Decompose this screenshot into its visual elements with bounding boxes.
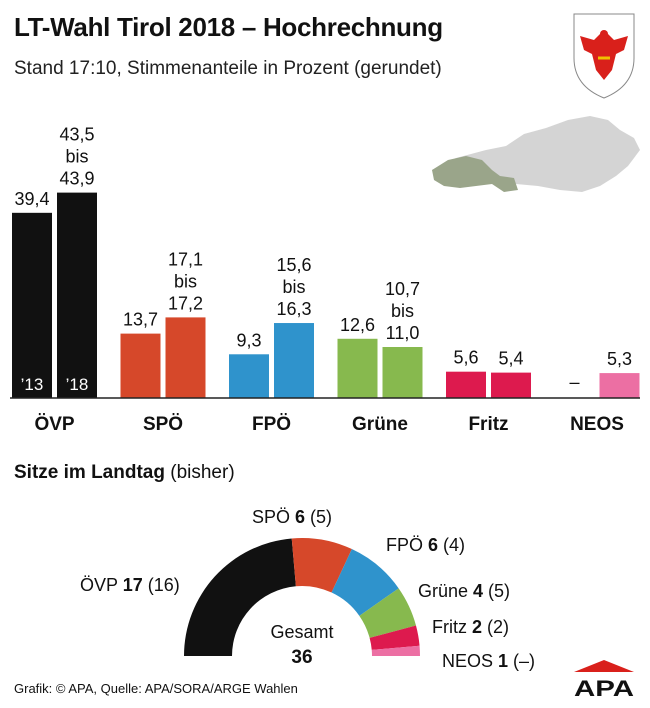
seat-segment-gruene — [359, 588, 416, 638]
seat-donut-chart: ÖVP 17 (16) SPÖ 6 (5) FPÖ 6 (4) Grüne 4 (5)… — [80, 507, 535, 671]
source-footer: Grafik: © APA, Quelle: APA/SORA/ARGE Wah… — [14, 681, 298, 696]
seat-segment-neos — [371, 645, 420, 656]
value-label-gruene-2018: 10,7 bis 11,0 — [385, 279, 420, 343]
seat-label-fpoe: FPÖ 6 (4) — [386, 535, 465, 555]
category-label-spoe: SPÖ — [143, 414, 183, 435]
value-label-fpoe-2018: 15,6 bis 16,3 — [276, 255, 311, 319]
apa-logo-text: APA — [574, 676, 634, 701]
bar-fpoe-2013 — [229, 354, 269, 398]
bar-chart: 39,4 ’13 43,5 bis 43,9 ’18 ÖVP 13,7 17,1 bis 17,2 S… — [10, 125, 640, 435]
seat-label-fritz: Fritz 2 (2) — [432, 617, 509, 637]
seat-total-value: 36 — [291, 647, 312, 668]
year-label-2018: ’18 — [66, 375, 89, 394]
value-label-oevp-2018: 43,5 bis 43,9 — [59, 125, 94, 189]
bar-fritz-2018 — [491, 372, 531, 398]
seats-heading: Sitze im Landtag (bisher) — [14, 462, 235, 484]
bar-neos-2018 — [599, 373, 640, 398]
category-label-gruene: Grüne — [352, 414, 408, 435]
value-label-neos-2018: 5,3 — [607, 349, 632, 369]
seats-heading-bold: Sitze im Landtag — [14, 462, 165, 483]
bar-oevp-2013 — [12, 212, 52, 398]
value-label-neos-2013: – — [569, 372, 579, 392]
category-label-fpoe: FPÖ — [252, 414, 291, 435]
seat-total-label: Gesamt — [270, 622, 333, 642]
category-label-fritz: Fritz — [468, 414, 508, 435]
year-label-2013: ’13 — [21, 375, 44, 394]
value-label-oevp-2013: 39,4 — [14, 189, 49, 209]
seat-segment-fritz — [369, 625, 420, 650]
tirol-region — [432, 156, 518, 192]
bar-gruene-2013 — [337, 338, 378, 398]
tirol-coat-of-arms-icon — [573, 13, 635, 99]
value-label-fpoe-2013: 9,3 — [236, 330, 261, 350]
bar-spoe-2013 — [120, 333, 161, 398]
seats-heading-rest: (bisher) — [164, 462, 235, 483]
bar-fritz-2013 — [446, 371, 486, 398]
chart-title: LT-Wahl Tirol 2018 – Hochrechnung — [14, 12, 443, 42]
value-label-spoe-2018: 17,1 bis 17,2 — [168, 249, 203, 313]
austria-map — [432, 116, 640, 192]
apa-logo: APA — [574, 660, 634, 701]
seat-segment-spoe — [291, 538, 352, 593]
value-label-fritz-2018: 5,4 — [498, 349, 523, 369]
category-label-neos: NEOS — [570, 414, 624, 435]
bar-gruene-2018 — [382, 347, 423, 398]
chart-subtitle: Stand 17:10, Stimmenanteile in Prozent (… — [14, 58, 442, 79]
value-label-spoe-2013: 13,7 — [123, 310, 158, 330]
bar-fpoe-2018 — [274, 323, 314, 398]
seat-label-gruene: Grüne 4 (5) — [418, 581, 510, 601]
bar-spoe-2018 — [165, 317, 206, 398]
seat-segment-oevp — [184, 538, 296, 656]
seat-label-neos: NEOS 1 (–) — [442, 651, 535, 671]
value-label-fritz-2013: 5,6 — [453, 348, 478, 368]
bar-oevp-2018 — [57, 192, 97, 398]
seat-segment-fpoe — [331, 549, 399, 616]
category-label-oevp: ÖVP — [34, 414, 74, 435]
value-label-gruene-2013: 12,6 — [340, 315, 375, 335]
seat-label-oevp: ÖVP 17 (16) — [80, 575, 180, 595]
seat-label-spoe: SPÖ 6 (5) — [252, 507, 332, 527]
